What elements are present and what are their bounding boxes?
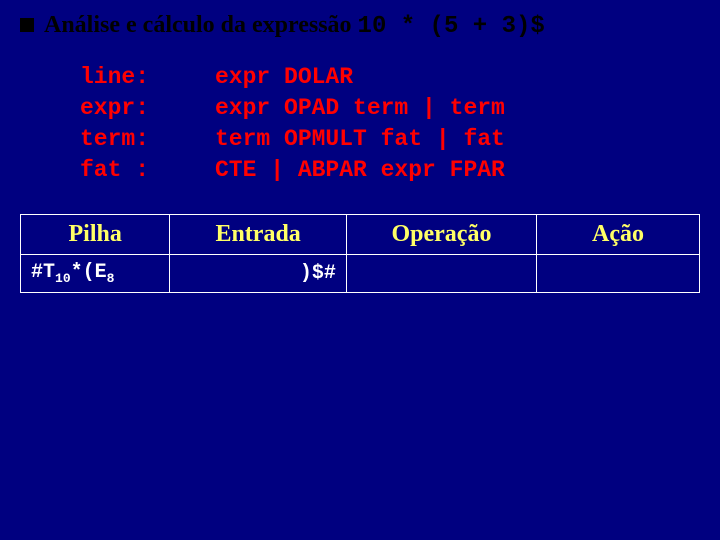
pilha-seg: #T — [31, 261, 55, 284]
cell-acao — [537, 255, 700, 293]
header-operacao: Operação — [346, 215, 536, 255]
grammar-lhs: term: — [80, 124, 185, 155]
pilha-sub: 8 — [107, 271, 115, 286]
grammar-rhs: CTE | ABPAR expr FPAR — [215, 155, 505, 186]
pilha-seg: *(E — [71, 261, 107, 284]
grammar-rule: line: expr DOLAR — [80, 62, 700, 93]
title-prefix: Análise e cálculo da expressão — [44, 12, 358, 38]
table-header-row: Pilha Entrada Operação Ação — [21, 215, 700, 255]
cell-pilha: #T10*(E8 — [21, 255, 170, 293]
bullet-square — [20, 18, 34, 32]
cell-operacao — [346, 255, 536, 293]
grammar-rhs: term OPMULT fat | fat — [215, 124, 505, 155]
grammar-rhs: expr OPAD term | term — [215, 93, 505, 124]
slide-title: Análise e cálculo da expressão 10 * (5 +… — [20, 12, 700, 40]
grammar-block: line: expr DOLAR expr: expr OPAD term | … — [80, 62, 700, 186]
title-code: 10 * (5 + 3)$ — [358, 13, 545, 40]
cell-entrada: )$# — [170, 255, 347, 293]
grammar-lhs: fat : — [80, 155, 185, 186]
pilha-sub: 10 — [55, 271, 71, 286]
grammar-lhs: expr: — [80, 93, 185, 124]
grammar-rule: term: term OPMULT fat | fat — [80, 124, 700, 155]
parse-table: Pilha Entrada Operação Ação #T10*(E8 )$# — [20, 214, 700, 293]
table-row: #T10*(E8 )$# — [21, 255, 700, 293]
header-acao: Ação — [537, 215, 700, 255]
header-entrada: Entrada — [170, 215, 347, 255]
grammar-rhs: expr DOLAR — [215, 62, 353, 93]
grammar-lhs: line: — [80, 62, 185, 93]
grammar-rule: fat : CTE | ABPAR expr FPAR — [80, 155, 700, 186]
grammar-rule: expr: expr OPAD term | term — [80, 93, 700, 124]
header-pilha: Pilha — [21, 215, 170, 255]
title-text: Análise e cálculo da expressão 10 * (5 +… — [44, 12, 545, 40]
